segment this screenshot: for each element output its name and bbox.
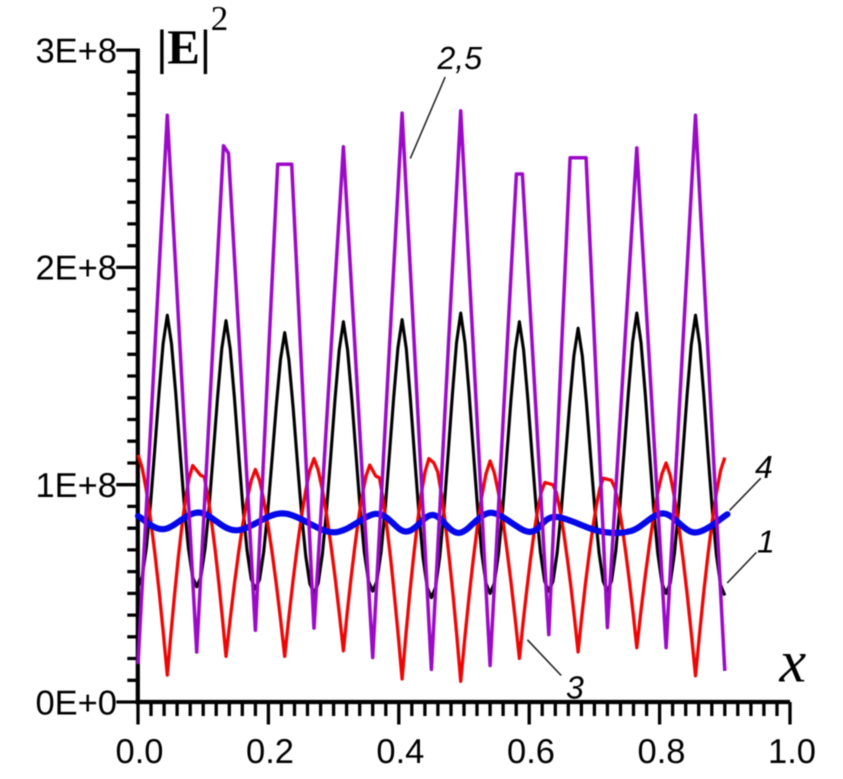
svg-text:0.2: 0.2 [246, 733, 294, 771]
svg-text:2,5: 2,5 [437, 40, 483, 76]
svg-text:0.6: 0.6 [507, 733, 555, 771]
svg-text:1E+8: 1E+8 [35, 467, 117, 505]
svg-text:0E+0: 0E+0 [35, 684, 117, 722]
svg-text:x: x [779, 629, 807, 695]
svg-text:3E+8: 3E+8 [35, 32, 117, 70]
svg-text:2E+8: 2E+8 [35, 250, 117, 288]
svg-text:1: 1 [757, 523, 775, 559]
svg-text:4: 4 [755, 449, 773, 485]
svg-text:0.0: 0.0 [116, 733, 164, 771]
svg-text:3: 3 [566, 670, 584, 706]
svg-text:0.8: 0.8 [638, 733, 686, 771]
svg-text:0.4: 0.4 [376, 733, 424, 771]
svg-text:1.0: 1.0 [768, 733, 816, 771]
